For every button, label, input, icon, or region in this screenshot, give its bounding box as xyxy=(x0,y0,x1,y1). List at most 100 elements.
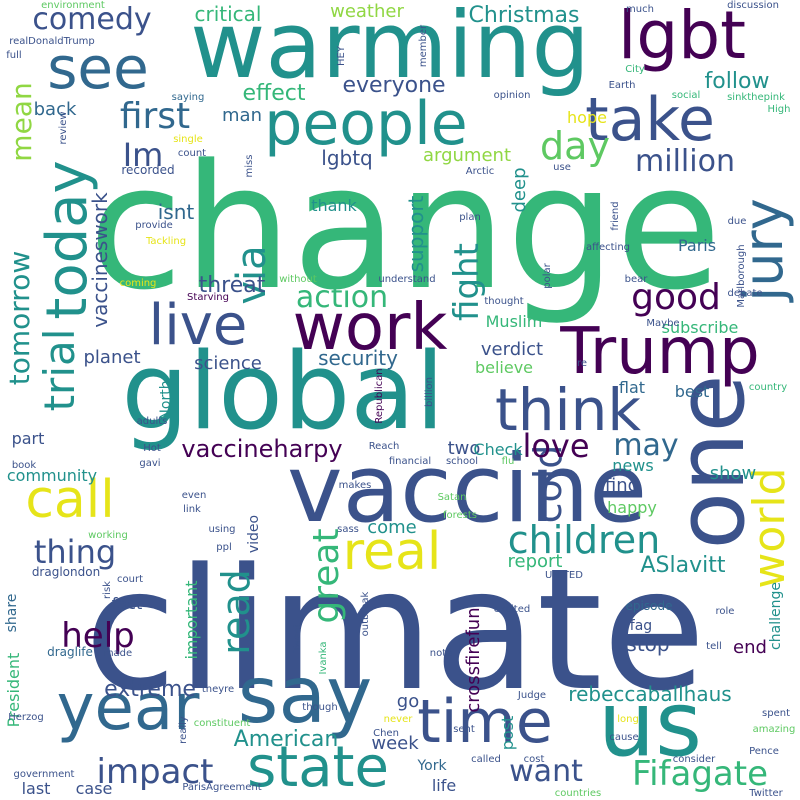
word-use: use xyxy=(553,162,571,173)
word-full: full xyxy=(6,50,22,61)
word-great: great xyxy=(306,528,347,624)
word-part: part xyxy=(11,429,45,448)
word-trump: Trump xyxy=(560,315,760,389)
word-come: come xyxy=(367,517,417,538)
word-verdict: verdict xyxy=(480,339,544,360)
word-community: community xyxy=(6,466,98,485)
word-ppl: ppl xyxy=(216,542,232,553)
word-amazing: amazing xyxy=(752,724,796,735)
word-believe: believe xyxy=(474,358,534,377)
word-earth: Earth xyxy=(608,80,636,91)
word-thing: thing xyxy=(33,533,117,571)
word-member: member xyxy=(418,24,429,68)
word-lgbt: lgbt xyxy=(617,0,747,74)
word-live: live xyxy=(148,293,248,358)
word-argument: argument xyxy=(422,145,512,166)
word-children: children xyxy=(507,518,661,562)
word-understand: understand xyxy=(378,274,436,285)
word-check: Check xyxy=(473,440,523,459)
word-share: share xyxy=(4,593,20,633)
word-love: love xyxy=(522,427,590,465)
word-united: UNITED xyxy=(545,570,583,581)
word-tomorrow: tomorrow xyxy=(3,250,36,386)
word-follow: follow xyxy=(704,69,770,94)
word-world: world xyxy=(744,467,795,589)
word-everyone: everyone xyxy=(342,73,446,98)
word-coming: coming xyxy=(119,278,157,289)
word-due: due xyxy=(727,216,747,227)
word-work: work xyxy=(292,291,448,365)
word-court: court xyxy=(117,574,143,585)
word-satan: Satan xyxy=(437,492,467,503)
word-book: book xyxy=(11,460,37,471)
word-end: end xyxy=(733,637,767,658)
word-isnt: isnt xyxy=(157,200,195,224)
word-spent: spent xyxy=(762,708,790,719)
word-note: note xyxy=(429,648,453,659)
word-support: support xyxy=(404,195,428,273)
word-single: single xyxy=(173,134,203,145)
word-lgbtq: lgbtq xyxy=(321,146,373,170)
word-best: best xyxy=(674,382,710,401)
word-two: two xyxy=(447,438,481,459)
word-time: time xyxy=(417,687,553,757)
word-vaccineswork: vaccineswork xyxy=(88,192,112,328)
word-working: working xyxy=(88,530,128,541)
word-crossfirefun: crossfirefun xyxy=(463,607,484,713)
word-draglife: draglife xyxy=(47,645,93,659)
word-fifagate: Fifagate xyxy=(632,754,768,794)
word-environment: environment xyxy=(41,0,105,11)
word-action: action xyxy=(295,280,389,315)
word-million: million xyxy=(635,144,735,179)
word-man: man xyxy=(222,105,262,126)
word-security: security xyxy=(318,346,398,370)
word-video: video xyxy=(246,514,262,554)
word-theyre: theyre xyxy=(201,684,235,695)
word-climate: climate xyxy=(84,532,706,728)
word-thank: thank xyxy=(311,196,357,215)
word-countries: countries xyxy=(554,788,602,799)
word-good: good xyxy=(631,277,721,318)
word-consider: consider xyxy=(672,754,716,765)
word-fag: fag xyxy=(629,618,653,634)
word-discussion: discussion xyxy=(727,0,779,11)
word-important: important xyxy=(182,580,201,660)
word-people: people xyxy=(264,89,468,159)
word-country: country xyxy=(748,382,788,393)
word-school: school xyxy=(445,456,479,467)
word-global: global xyxy=(121,330,445,453)
word-tweet: Tweet xyxy=(292,623,303,653)
word-planet: planet xyxy=(83,347,141,368)
word-rebeccaballhaus: rebeccaballhaus xyxy=(568,682,732,706)
word-using: using xyxy=(208,524,236,535)
word-york: York xyxy=(417,758,447,774)
word-flu: flu xyxy=(501,456,515,467)
word-realdonaldtrump: realDonaldTrump xyxy=(9,36,95,47)
word-vaccineharpy: vaccineharpy xyxy=(181,435,343,463)
word-aslavitt: ASlavitt xyxy=(640,553,726,578)
word-help: help xyxy=(61,616,135,656)
word-day: day xyxy=(540,124,610,168)
word-week: week xyxy=(371,733,419,754)
word-warming: warming xyxy=(190,0,590,99)
word-judge: Judge xyxy=(517,690,547,701)
word-report: report xyxy=(507,551,563,572)
word-want: want xyxy=(509,754,583,789)
word-effect: effect xyxy=(242,81,306,106)
word-tackling: Tackling xyxy=(145,236,187,247)
word-back: back xyxy=(33,99,77,120)
word-first: first xyxy=(119,96,191,137)
word-review: review xyxy=(58,111,69,145)
word-fight: fight xyxy=(447,243,487,321)
word-subscribe: subscribe xyxy=(661,318,739,337)
word-constituent: constituent xyxy=(193,718,251,729)
word-episode: episode xyxy=(625,599,673,613)
word-vaccine: vaccine xyxy=(286,435,648,544)
word-may: may xyxy=(613,428,679,463)
word-plan: plan xyxy=(459,212,481,223)
word-excited: excited xyxy=(493,604,531,615)
word-life: life xyxy=(431,776,457,795)
word-role: role xyxy=(715,606,735,617)
word-twitter: Twitter xyxy=(749,788,783,799)
word-herzog: Herzog xyxy=(8,712,44,723)
